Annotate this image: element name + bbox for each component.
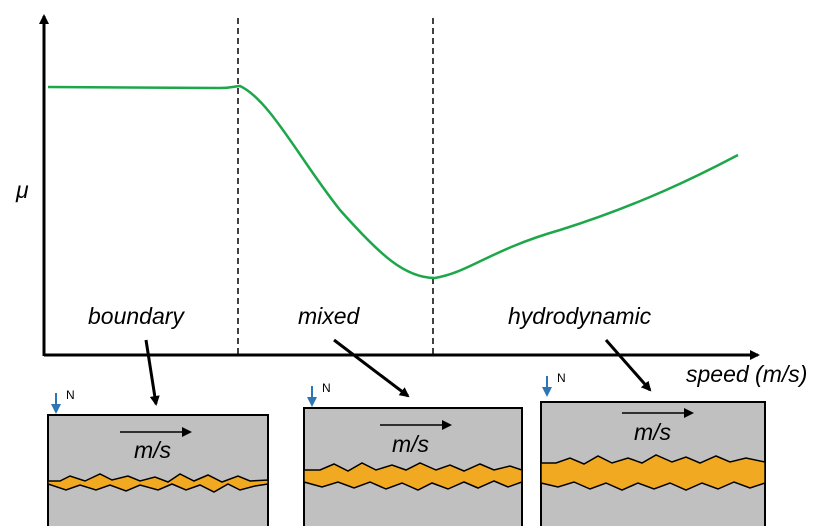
pointer-arrow [146,340,156,404]
x-axis-label: speed (m/s) [686,361,807,387]
y-axis-label: μ [15,177,29,203]
velocity-label: m/s [134,437,172,463]
pointer-arrow [334,340,408,396]
stribeck-diagram: μ speed (m/s) boundary mixed hydrodynami… [0,0,827,526]
regime-label: boundary [88,303,185,329]
regime-label: mixed [298,303,361,329]
load-label: N [557,371,566,385]
load-label: N [322,381,331,395]
friction-curve [48,86,738,278]
velocity-label: m/s [634,419,672,445]
load-label: N [66,388,75,402]
regime-label: hydrodynamic [508,303,652,329]
pointer-arrow [606,340,650,390]
velocity-label: m/s [392,431,430,457]
